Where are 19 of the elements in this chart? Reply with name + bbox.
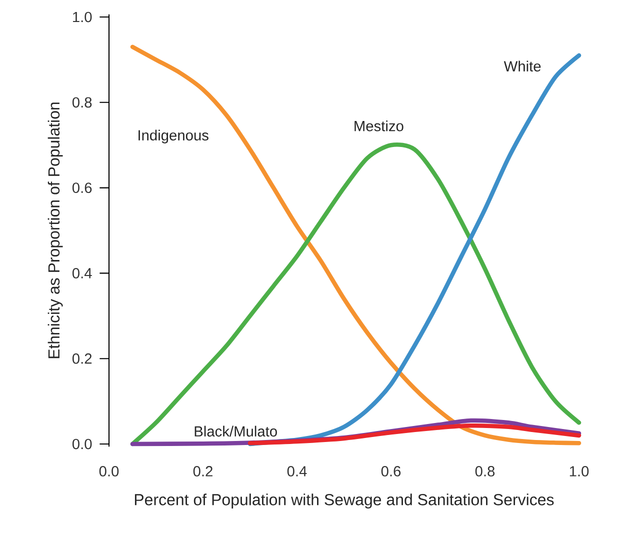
y-tick-label: 0.4 bbox=[72, 268, 92, 278]
series-label: Mestizo bbox=[354, 120, 404, 132]
x-tick-label: 0.4 bbox=[287, 466, 307, 476]
line-series bbox=[130, 44, 582, 446]
x-tick-label: 0.6 bbox=[381, 466, 401, 476]
series-label: Black/Mulato bbox=[194, 426, 277, 437]
y-tick-label: 0.2 bbox=[72, 353, 92, 364]
x-tick-label: 0.8 bbox=[475, 466, 495, 476]
x-tick-label: 1.0 bbox=[570, 466, 589, 476]
y-axis-title: Ethnicity as Proportion of Population bbox=[48, 102, 63, 358]
y-tick-label: 1.0 bbox=[73, 12, 92, 22]
y-tick-label: 0.6 bbox=[72, 182, 92, 193]
y-tick-label: 0.8 bbox=[72, 97, 92, 108]
series-label: Indigenous bbox=[138, 130, 208, 144]
series-label: White bbox=[504, 60, 541, 72]
y-tick-label: 0.0 bbox=[72, 438, 92, 450]
x-axis-title: Percent of Population with Sewage and Sanitation Services bbox=[134, 494, 554, 508]
x-tick-label: 0.0 bbox=[99, 466, 119, 476]
x-tick-label: 0.2 bbox=[193, 466, 212, 476]
